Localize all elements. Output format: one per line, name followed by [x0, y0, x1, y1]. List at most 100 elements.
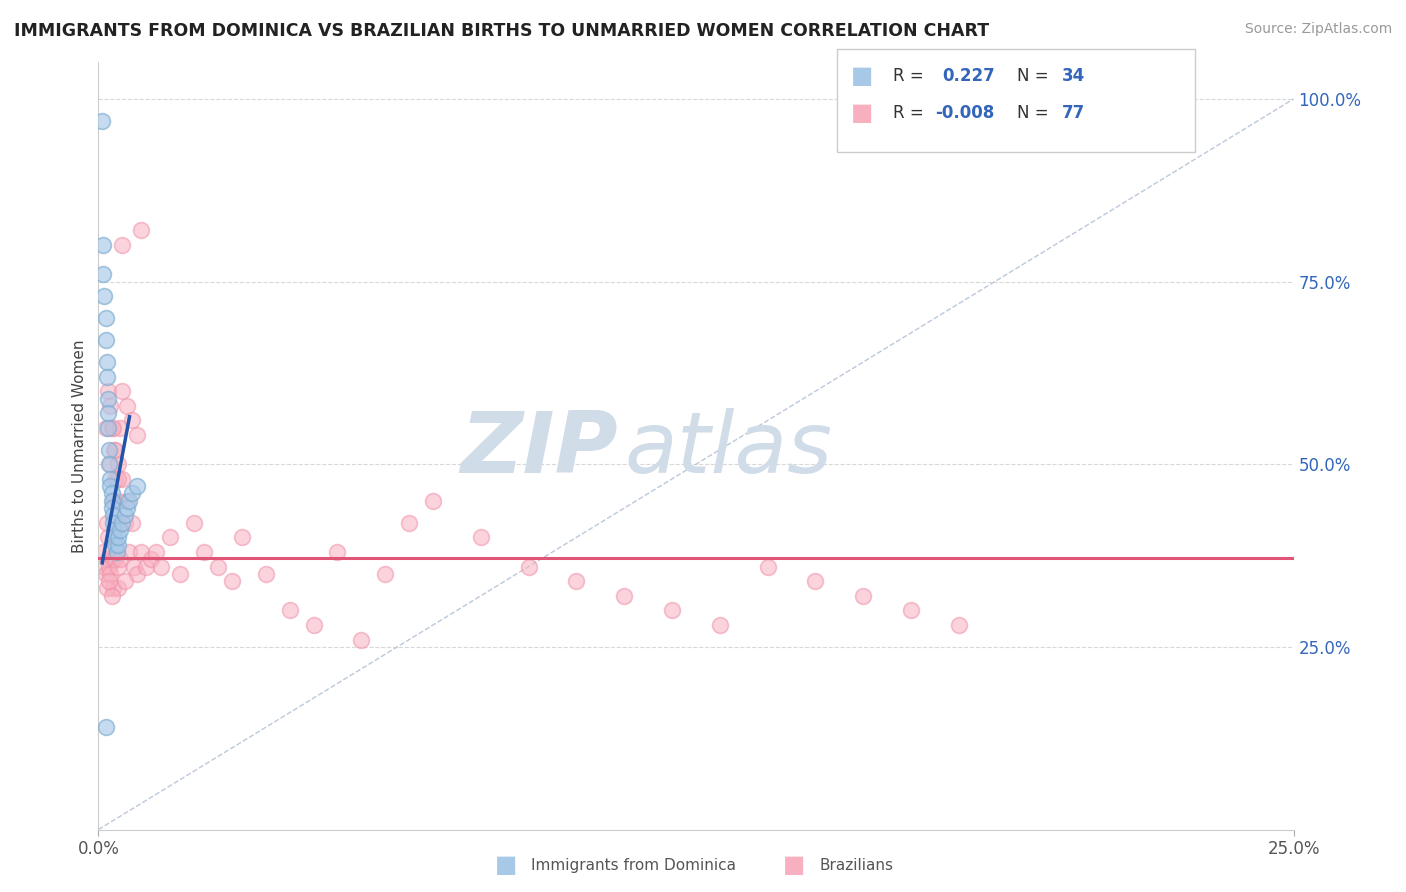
- Point: [101, 421, 124, 435]
- Point: [398, 516, 420, 530]
- Point: [94, 566, 117, 581]
- Point: [97, 559, 120, 574]
- Point: [108, 523, 131, 537]
- Point: [114, 574, 136, 589]
- Point: [121, 486, 143, 500]
- Point: [565, 574, 588, 589]
- Point: [131, 223, 153, 237]
- Point: [94, 311, 117, 326]
- Point: [104, 472, 127, 486]
- Point: [101, 501, 124, 516]
- Point: [98, 479, 122, 493]
- Point: [97, 530, 120, 544]
- Point: [93, 559, 115, 574]
- Point: [125, 479, 148, 493]
- Point: [105, 545, 128, 559]
- Text: -0.008: -0.008: [935, 104, 994, 122]
- Point: [108, 421, 131, 435]
- Text: IMMIGRANTS FROM DOMINICA VS BRAZILIAN BIRTHS TO UNMARRIED WOMEN CORRELATION CHAR: IMMIGRANTS FROM DOMINICA VS BRAZILIAN BI…: [14, 22, 990, 40]
- Point: [94, 421, 117, 435]
- Point: [125, 566, 148, 581]
- Point: [145, 545, 167, 559]
- Point: [101, 486, 124, 500]
- Point: [94, 333, 117, 347]
- Point: [98, 566, 122, 581]
- Point: [94, 720, 117, 734]
- Text: atlas: atlas: [624, 409, 832, 491]
- Point: [422, 493, 444, 508]
- Point: [107, 457, 129, 471]
- Point: [125, 428, 148, 442]
- Point: [118, 493, 141, 508]
- Point: [193, 545, 215, 559]
- Point: [101, 493, 124, 508]
- Text: 0.227: 0.227: [942, 67, 995, 85]
- Point: [118, 545, 141, 559]
- Point: [183, 516, 205, 530]
- Point: [115, 493, 138, 508]
- Point: [97, 392, 120, 406]
- Point: [96, 582, 118, 596]
- Point: [96, 369, 118, 384]
- Text: 77: 77: [1062, 104, 1085, 122]
- Text: Brazilians: Brazilians: [820, 858, 894, 872]
- Point: [101, 552, 124, 566]
- Point: [91, 114, 114, 128]
- Point: [91, 268, 114, 282]
- Point: [91, 238, 114, 252]
- Point: [107, 538, 129, 552]
- Point: [111, 384, 134, 399]
- Point: [104, 552, 127, 566]
- Point: [96, 516, 118, 530]
- Point: [804, 574, 827, 589]
- Point: [111, 472, 134, 486]
- Point: [105, 516, 128, 530]
- Point: [139, 552, 162, 566]
- Point: [103, 530, 125, 544]
- Point: [131, 545, 153, 559]
- Point: [326, 545, 349, 559]
- Point: [98, 399, 122, 413]
- Point: [101, 508, 124, 523]
- Point: [101, 582, 124, 596]
- Point: [107, 493, 129, 508]
- Point: [121, 516, 143, 530]
- Point: [302, 618, 325, 632]
- Point: [852, 589, 875, 603]
- Y-axis label: Births to Unmarried Women: Births to Unmarried Women: [72, 339, 87, 553]
- Point: [374, 566, 396, 581]
- Point: [169, 566, 191, 581]
- Point: [97, 457, 120, 471]
- Point: [97, 442, 120, 457]
- Point: [207, 559, 229, 574]
- Text: Source: ZipAtlas.com: Source: ZipAtlas.com: [1244, 22, 1392, 37]
- Point: [149, 559, 172, 574]
- Point: [91, 545, 114, 559]
- Text: N =: N =: [1017, 104, 1053, 122]
- Text: ZIP: ZIP: [461, 409, 619, 491]
- Text: N =: N =: [1017, 67, 1053, 85]
- Point: [101, 589, 124, 603]
- Point: [709, 618, 731, 632]
- Point: [97, 552, 120, 566]
- Point: [101, 493, 124, 508]
- Text: R =: R =: [893, 67, 929, 85]
- Point: [97, 574, 120, 589]
- Point: [107, 530, 129, 544]
- Point: [97, 421, 120, 435]
- Point: [470, 530, 492, 544]
- Point: [101, 516, 124, 530]
- Point: [124, 559, 146, 574]
- Point: [221, 574, 243, 589]
- Point: [350, 632, 373, 647]
- Text: Immigrants from Dominica: Immigrants from Dominica: [531, 858, 737, 872]
- Point: [231, 530, 253, 544]
- Point: [96, 355, 118, 369]
- Point: [103, 523, 125, 537]
- Point: [108, 552, 131, 566]
- Point: [613, 589, 636, 603]
- Text: ■: ■: [783, 854, 806, 877]
- Point: [900, 603, 922, 617]
- Point: [115, 501, 138, 516]
- Point: [111, 516, 134, 530]
